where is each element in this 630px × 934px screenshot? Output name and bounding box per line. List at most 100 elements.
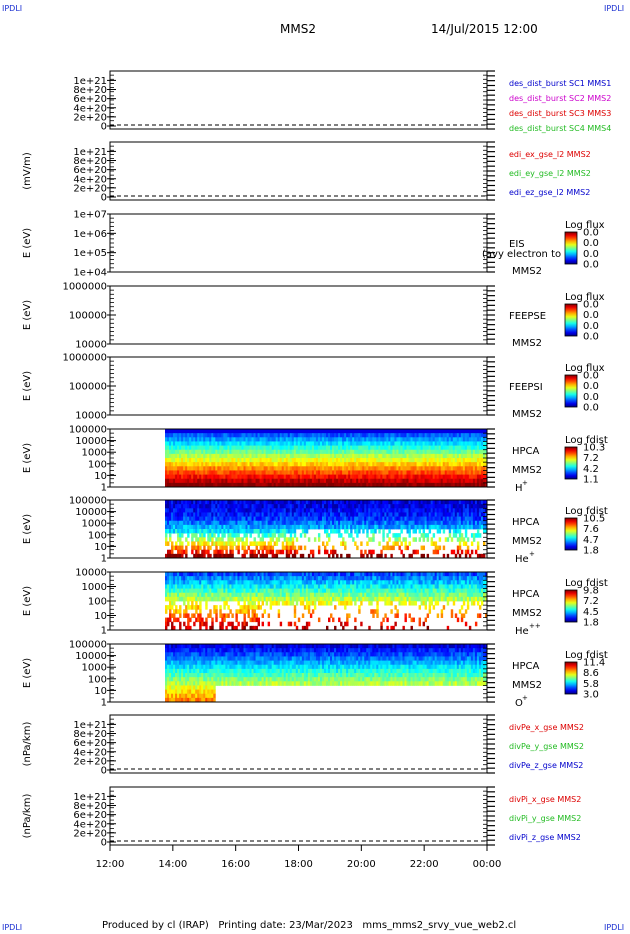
heatmap-cell (428, 441, 432, 446)
heatmap-cell (462, 524, 466, 530)
heatmap-cell (273, 580, 277, 585)
heatmap-cell (231, 576, 234, 581)
heatmap-cell (191, 576, 194, 581)
heatmap-cell (402, 508, 405, 513)
heatmap-cell (171, 512, 174, 517)
heatmap-cell (376, 482, 379, 488)
heatmap-cell (277, 537, 281, 542)
heatmap-cell (448, 516, 452, 522)
heatmap-cell (336, 474, 339, 480)
heatmap-cell (267, 512, 271, 517)
heatmap-cell (199, 445, 202, 451)
heatmap-cell (418, 453, 421, 459)
heatmap-cell (482, 520, 486, 526)
heatmap-cell (372, 512, 375, 517)
heatmap-cell (480, 453, 484, 459)
heatmap-cell (179, 441, 182, 446)
heatmap-cell (225, 529, 228, 534)
heatmap-cell (177, 572, 180, 577)
heatmap-cell (259, 441, 262, 446)
heatmap-cell (311, 466, 315, 471)
heatmap-cell (396, 478, 399, 484)
heatmap-cell (404, 449, 407, 455)
heatmap-cell (358, 441, 361, 446)
heatmap-cell (267, 584, 271, 589)
heatmap-cell (295, 504, 299, 509)
heatmap-cell (398, 474, 401, 480)
heatmap-cell (448, 512, 452, 517)
heatmap-cell (408, 524, 411, 530)
heatmap-cell (303, 433, 307, 438)
heatmap-cell (191, 549, 194, 555)
heatmap-cell (175, 433, 178, 438)
heatmap-cell (209, 625, 212, 631)
heatmap-cell (311, 549, 315, 555)
heatmap-cell (474, 504, 478, 509)
heatmap-cell (354, 529, 357, 534)
heatmap-cell (434, 516, 438, 522)
heatmap-cell (452, 512, 456, 517)
heatmap-cell (482, 482, 486, 488)
heatmap-cell (336, 553, 339, 559)
heatmap-cell (458, 537, 462, 542)
heatmap-cell (191, 572, 194, 577)
heatmap-cell (372, 537, 375, 542)
heatmap-cell (438, 529, 442, 534)
heatmap-cell (309, 478, 313, 484)
heatmap-cell (430, 520, 434, 526)
heatmap-cell (227, 504, 230, 509)
heatmap-cell (396, 449, 399, 455)
heatmap-cell (221, 470, 224, 475)
heatmap-cell (460, 520, 464, 526)
heatmap-cell (289, 433, 293, 438)
heatmap-cell (257, 478, 260, 484)
heatmap-cell (187, 533, 190, 538)
heatmap-cell (199, 482, 202, 488)
heatmap-cell (261, 596, 265, 602)
heatmap-cell (165, 580, 168, 585)
heatmap-cell (177, 470, 180, 475)
heatmap-cell (195, 516, 198, 522)
heatmap-cell (207, 613, 210, 618)
heatmap-cell (187, 605, 190, 610)
colorbar (564, 374, 578, 408)
heatmap-cell (390, 441, 393, 446)
heatmap-cell (295, 429, 299, 434)
heatmap-cell (362, 470, 365, 475)
heatmap-cell (187, 470, 190, 475)
heatmap-cell (462, 504, 466, 509)
heatmap-cell (179, 596, 182, 602)
heatmap-cell (313, 466, 317, 471)
heatmap-cell (464, 445, 468, 451)
heatmap-cell (305, 470, 309, 475)
heatmap-cell (273, 588, 277, 594)
heatmap-cell (350, 516, 353, 522)
heatmap-cell (249, 437, 252, 442)
heatmap-cell (171, 508, 174, 513)
heatmap-cell (432, 449, 436, 455)
heatmap-cell (317, 441, 321, 446)
heatmap-cell (388, 453, 391, 459)
heatmap-cell (482, 474, 486, 480)
heatmap-cell (231, 592, 234, 598)
heatmap-cell (259, 537, 262, 542)
heatmap-cell (203, 466, 206, 471)
heatmap-cell (323, 445, 327, 451)
heatmap-cell (261, 500, 265, 505)
heatmap-cell (450, 449, 454, 455)
heatmap-cell (255, 584, 258, 589)
heatmap-cell (456, 500, 460, 505)
heatmap-cell (291, 462, 295, 467)
heatmap-cell (428, 433, 432, 438)
heatmap-cell (185, 572, 188, 577)
heatmap-cell (187, 529, 190, 534)
heatmap-cell (321, 541, 325, 546)
heatmap-cell (364, 516, 367, 522)
heatmap-cell (183, 504, 186, 509)
heatmap-cell (215, 584, 218, 589)
heatmap-cell (171, 584, 174, 589)
heatmap-cell (209, 437, 212, 442)
heatmap-cell (279, 453, 283, 459)
heatmap-cell (406, 466, 409, 471)
heatmap-cell (263, 533, 267, 538)
